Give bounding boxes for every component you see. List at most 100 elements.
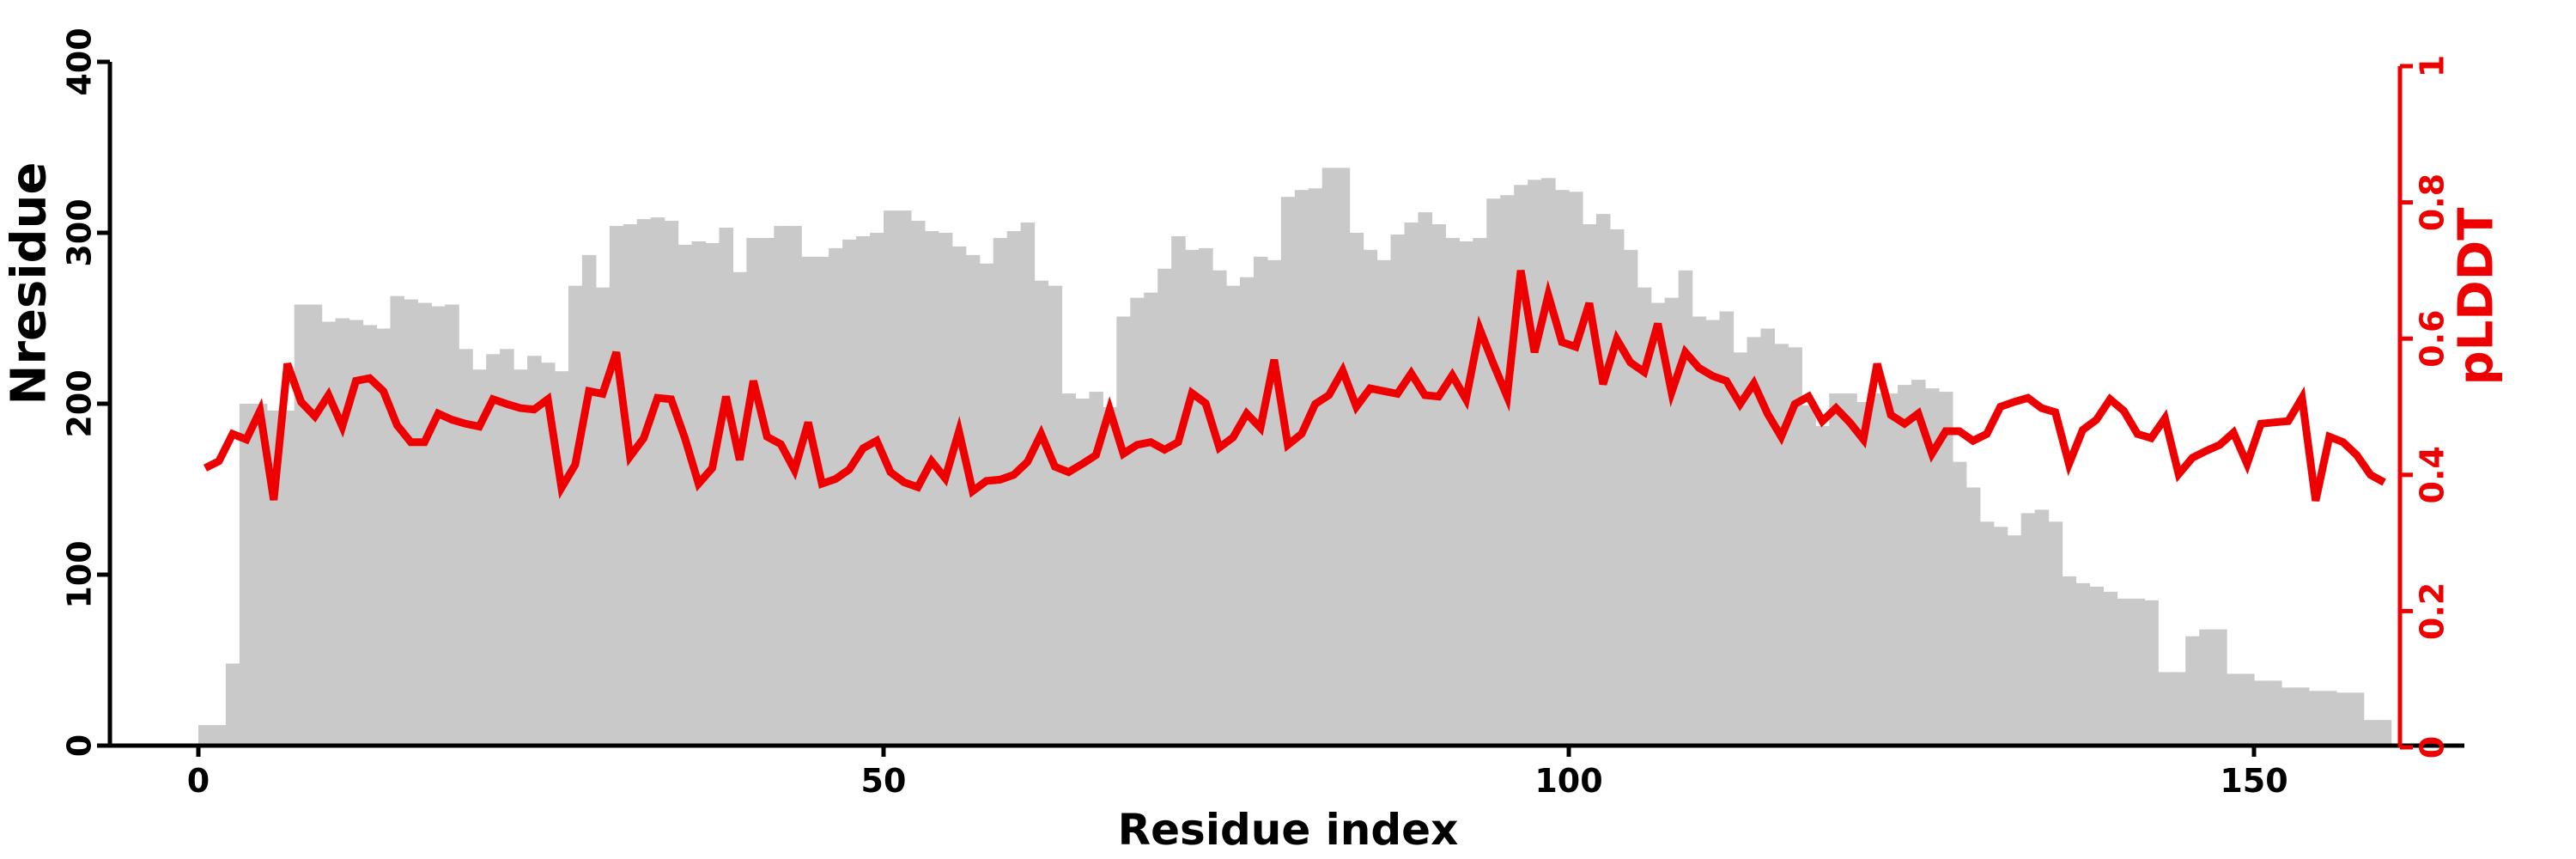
bar-residue-69 xyxy=(1144,292,1158,746)
y-left-tick-label: 100 xyxy=(60,540,98,608)
y-right-tick-label: 0.6 xyxy=(2413,310,2451,368)
bar-residue-139 xyxy=(2103,591,2117,746)
bar-residue-153 xyxy=(2294,687,2310,746)
bar-residue-59 xyxy=(1006,231,1022,746)
bar-residue-149 xyxy=(2240,673,2255,746)
y-left-tick-label: 300 xyxy=(60,198,98,266)
bar-residue-98 xyxy=(1541,178,1556,746)
bar-residue-89 xyxy=(1418,212,1432,746)
bar-residue-60 xyxy=(1020,222,1036,746)
bar-residue-148 xyxy=(2227,673,2241,746)
bar-residue-137 xyxy=(2075,582,2091,746)
plddt-line xyxy=(203,270,2386,502)
bar-residue-102 xyxy=(1595,214,1611,746)
x-tick-label: 100 xyxy=(1534,762,1602,800)
bar-residue-109 xyxy=(1692,316,1707,746)
bar-residue-6 xyxy=(280,410,295,746)
bar-residue-35 xyxy=(677,244,693,746)
bar-residue-12 xyxy=(362,325,378,746)
bar-residue-39 xyxy=(732,271,747,746)
bar-residue-18 xyxy=(445,304,459,746)
bar-residue-94 xyxy=(1486,198,1501,746)
y-right-tick-label: 0.4 xyxy=(2413,446,2451,503)
bar-residue-0 xyxy=(198,725,213,746)
bar-residue-143 xyxy=(2158,672,2172,746)
bar-residue-92 xyxy=(1459,241,1473,746)
bar-residue-76 xyxy=(1239,277,1255,746)
y-right-tick-label: 0.8 xyxy=(2413,174,2451,231)
bar-residue-70 xyxy=(1157,268,1172,746)
bar-residue-10 xyxy=(335,318,350,746)
bar-residue-16 xyxy=(417,302,432,746)
bar-residue-85 xyxy=(1363,249,1378,746)
bar-residue-9 xyxy=(321,321,337,746)
bar-residue-21 xyxy=(486,354,501,746)
bar-residue-47 xyxy=(842,239,857,746)
bar-residue-78 xyxy=(1267,259,1282,746)
y-left-tick-label: 400 xyxy=(60,27,98,95)
bar-residue-55 xyxy=(951,246,967,746)
bar-residue-37 xyxy=(705,242,720,746)
bar-residue-49 xyxy=(870,233,884,746)
bar-residue-61 xyxy=(1034,280,1049,746)
bar-residue-82 xyxy=(1321,168,1337,746)
bar-residue-27 xyxy=(568,285,583,746)
bar-residue-54 xyxy=(938,233,953,746)
bar-residue-118 xyxy=(1815,425,1830,746)
bar-residue-24 xyxy=(527,356,542,746)
bar-residue-138 xyxy=(2089,586,2105,746)
bar-residue-30 xyxy=(609,226,624,746)
bar-residue-14 xyxy=(390,295,404,746)
bar-residue-50 xyxy=(884,210,898,746)
bar-residue-58 xyxy=(993,237,1008,746)
bar-residue-122 xyxy=(1870,393,1885,746)
bar-residue-81 xyxy=(1308,188,1323,746)
bar-residue-97 xyxy=(1528,180,1542,746)
bar-residue-38 xyxy=(719,228,734,746)
bar-residue-67 xyxy=(1116,316,1131,746)
bar-residue-151 xyxy=(2267,680,2282,746)
bar-residue-3 xyxy=(239,404,254,746)
bar-residue-65 xyxy=(1089,392,1103,746)
bar-residue-91 xyxy=(1445,237,1460,746)
bar-residue-125 xyxy=(1911,380,1926,746)
bar-residue-90 xyxy=(1431,224,1446,746)
bar-residue-1 xyxy=(211,725,227,746)
bar-residue-83 xyxy=(1335,168,1351,746)
bar-residue-74 xyxy=(1212,270,1227,746)
bar-residue-157 xyxy=(2349,692,2365,746)
bar-residue-134 xyxy=(2034,509,2050,746)
bar-residue-8 xyxy=(307,304,323,746)
bar-residue-4 xyxy=(252,404,268,746)
bar-residue-32 xyxy=(636,219,652,746)
y-axis-label-left: Nresidue xyxy=(1,161,58,405)
bar-residue-145 xyxy=(2185,636,2200,746)
bar-residue-79 xyxy=(1280,197,1296,746)
bar-residue-22 xyxy=(500,349,514,746)
y-right-tick-label: 1 xyxy=(2413,55,2451,77)
bar-residue-40 xyxy=(746,237,761,746)
bar-residue-75 xyxy=(1226,285,1241,746)
bar-residue-29 xyxy=(595,287,611,746)
bar-residue-110 xyxy=(1705,320,1721,746)
bar-residue-128 xyxy=(1952,461,1967,746)
bar-residue-20 xyxy=(472,369,487,746)
bar-residue-126 xyxy=(1924,388,1940,746)
bar-residue-156 xyxy=(2336,692,2351,746)
bar-residue-77 xyxy=(1253,256,1268,746)
bar-residue-152 xyxy=(2281,687,2296,746)
y-left-tick-label: 0 xyxy=(60,734,98,757)
bar-residue-13 xyxy=(376,328,392,746)
bar-residue-158 xyxy=(2363,720,2379,746)
y-right-tick-label: 0.2 xyxy=(2413,582,2451,640)
bar-residue-101 xyxy=(1582,224,1597,746)
bar-residue-112 xyxy=(1733,352,1748,746)
bar-residue-28 xyxy=(581,254,597,746)
bar-residue-113 xyxy=(1747,337,1762,746)
bar-residue-72 xyxy=(1185,249,1200,746)
bar-residue-144 xyxy=(2172,672,2186,746)
bar-residue-31 xyxy=(623,224,638,746)
bar-residue-62 xyxy=(1048,285,1063,746)
x-tick-label: 50 xyxy=(861,762,907,800)
